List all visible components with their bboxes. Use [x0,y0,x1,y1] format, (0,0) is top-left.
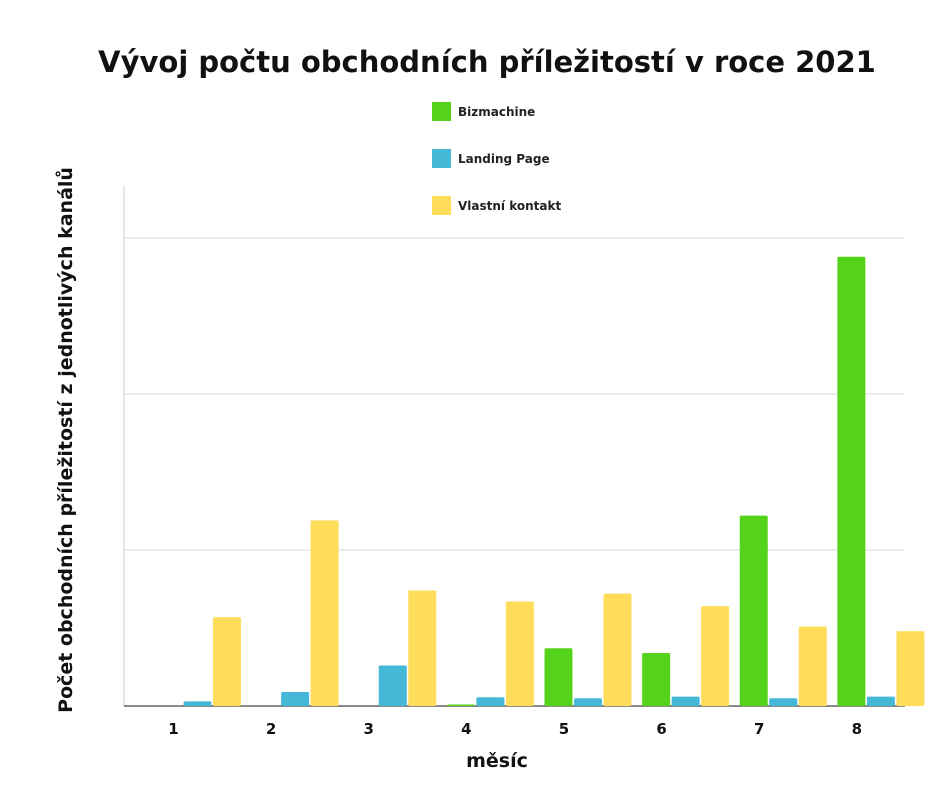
x-tick-label-2: 2 [266,720,276,738]
legend: Bizmachine Landing Page Vlastní kontakt [432,102,561,215]
bar-bizmachine-6 [642,652,671,706]
bar-vlastní-kontakt-7 [798,626,827,706]
x-tick-label-1: 1 [168,720,178,738]
bar-bizmachine-7 [739,515,768,706]
bar-bizmachine-5 [544,648,573,706]
bar-vlastní-kontakt-3 [408,590,437,706]
chart-title: Vývoj počtu obchodních příležitostí v ro… [98,45,876,79]
bar-vlastní-kontakt-2 [310,520,339,706]
legend-label-vlastní-kontakt: Vlastní kontakt [458,199,561,213]
bar-landing-page-1 [183,701,212,706]
bar-landing-page-8 [866,696,895,706]
x-tick-label-6: 6 [656,720,666,738]
legend-swatch-vlastní-kontakt [432,196,451,215]
x-tick-label-7: 7 [754,720,764,738]
bar-landing-page-7 [769,698,798,706]
x-tick-label-8: 8 [852,720,862,738]
gridlines [124,237,905,551]
x-tick-label-3: 3 [364,720,374,738]
bar-vlastní-kontakt-1 [213,617,241,706]
legend-swatch-landing-page [432,149,451,168]
x-tick-labels: 1 2 3 4 5 6 7 8 [168,720,862,738]
bar-landing-page-4 [476,697,505,706]
y-axis-title: Počet obchodních příležitostí z jednotli… [54,167,77,713]
bar-landing-page-6 [671,696,700,706]
bar-vlastní-kontakt-5 [603,593,632,706]
bar-vlastní-kontakt-4 [505,601,534,706]
x-tick-label-4: 4 [461,720,471,738]
x-tick-label-5: 5 [559,720,569,738]
bar-landing-page-2 [281,691,310,706]
bar-bizmachine-4 [446,704,475,706]
bars [183,256,925,706]
x-axis-title: měsíc [466,750,528,772]
bar-landing-page-5 [574,698,602,706]
bar-bizmachine-8 [837,256,866,706]
bar-landing-page-3 [378,665,407,706]
legend-label-bizmachine: Bizmachine [458,105,535,119]
bar-vlastní-kontakt-6 [701,606,730,706]
bar-vlastní-kontakt-8 [896,631,925,706]
legend-swatch-bizmachine [432,102,451,121]
legend-label-landing-page: Landing Page [458,152,550,166]
